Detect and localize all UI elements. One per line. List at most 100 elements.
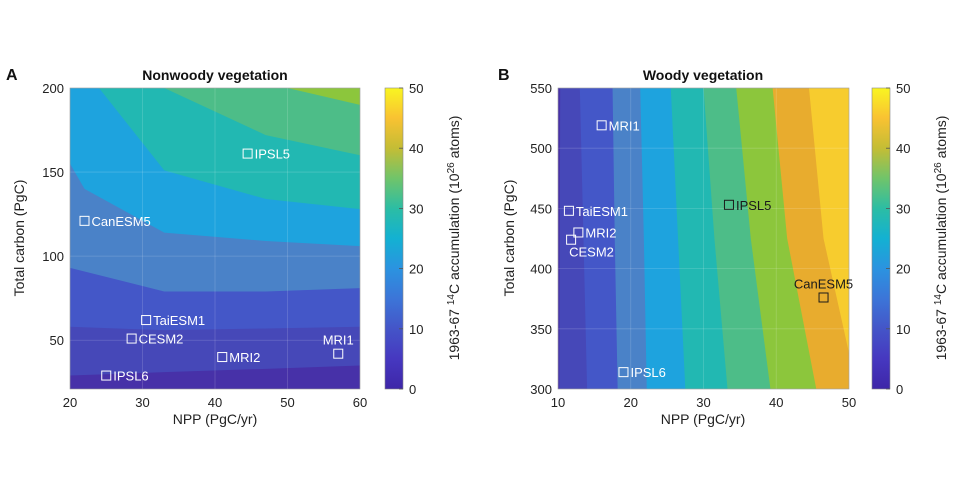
y-axis-label-a: Total carbon (PgC) <box>11 180 27 297</box>
y-tick-label: 50 <box>50 333 64 348</box>
plot-frame-b <box>557 87 850 390</box>
model-marker-ipsl5: IPSL5 <box>723 198 771 213</box>
panel-a-title: Nonwoody vegetation <box>142 67 287 83</box>
x-tick-label: 30 <box>696 395 710 410</box>
y-tick-label: 200 <box>42 81 64 96</box>
marker-label: IPSL6 <box>630 365 665 380</box>
square-marker-icon <box>242 148 253 159</box>
colorbar-tick-label: 50 <box>896 81 910 96</box>
marker-label: MRI1 <box>323 333 354 348</box>
marker-label: IPSL5 <box>736 198 771 213</box>
marker-label: CanESM5 <box>794 276 853 291</box>
model-marker-mri1: MRI1 <box>323 333 354 359</box>
square-marker-icon <box>563 205 574 216</box>
x-axis-label-b: NPP (PgC/yr) <box>661 411 746 427</box>
square-marker-icon <box>566 234 577 245</box>
marker-label: MRI2 <box>229 350 260 365</box>
marker-label: MRI1 <box>609 118 640 133</box>
x-tick-label: 50 <box>842 395 856 410</box>
contour-band <box>287 88 360 105</box>
markers-b: MRI1 TaiESM1 IPSL5 MRI2 CESM2 CanESM5 IPSL6 <box>563 118 853 380</box>
grid-b <box>558 88 849 389</box>
colorbar-tick-label: 50 <box>409 81 423 96</box>
x-tick-label: 60 <box>353 395 367 410</box>
model-marker-canesm5: CanESM5 <box>79 214 151 229</box>
marker-label: IPSL6 <box>113 369 148 384</box>
colorbar-tick-label: 0 <box>409 382 416 397</box>
colorbar-tick-label: 30 <box>409 201 423 216</box>
colorbar-tick-label: 20 <box>409 262 423 277</box>
contour-band <box>808 88 849 389</box>
colorbar-ticks-b: 0 10 20 30 40 50 <box>886 81 910 397</box>
model-marker-taiesm1: TaiESM1 <box>563 204 628 219</box>
marker-label: CESM2 <box>139 332 184 347</box>
y-axis-label-b: Total carbon (PgC) <box>501 180 517 297</box>
marker-label: MRI2 <box>585 225 616 240</box>
colorbar-label-b: 1963-67 14C accumulation (1026 atoms) <box>933 116 950 361</box>
colorbar-a <box>384 87 404 390</box>
square-marker-icon <box>723 199 734 210</box>
x-tick-label: 20 <box>63 395 77 410</box>
colorbar-tick-label: 40 <box>896 141 910 156</box>
y-tick-label: 150 <box>42 165 64 180</box>
marker-label: TaiESM1 <box>576 204 628 219</box>
square-marker-icon <box>618 367 629 378</box>
colorbar-tick-label: 10 <box>409 322 423 337</box>
model-marker-taiesm1: TaiESM1 <box>141 313 205 328</box>
colorbar-label-a: 1963-67 14C accumulation (1026 atoms) <box>446 116 463 361</box>
square-marker-icon <box>333 348 344 359</box>
model-marker-mri2: MRI2 <box>217 350 260 365</box>
y-ticks-b: 300 350 400 450 500 550 <box>530 81 552 397</box>
model-marker-mri1: MRI1 <box>596 118 640 133</box>
x-tick-label: 30 <box>135 395 149 410</box>
panel-letter-b: B <box>498 67 510 84</box>
square-marker-icon <box>126 333 137 344</box>
y-tick-label: 300 <box>530 382 552 397</box>
square-marker-icon <box>818 292 829 303</box>
model-marker-ipsl5: IPSL5 <box>242 147 290 162</box>
colorbar-tick-label: 40 <box>409 141 423 156</box>
colorbar-tick-label: 30 <box>896 201 910 216</box>
markers-a: IPSL5 CanESM5 TaiESM1 CESM2 MRI1 MRI2 IPSL6 <box>79 147 354 384</box>
contour-band <box>164 88 360 156</box>
square-marker-icon <box>141 315 152 326</box>
x-tick-label: 50 <box>280 395 294 410</box>
model-marker-canesm5: CanESM5 <box>794 276 853 303</box>
y-tick-label: 400 <box>530 262 552 277</box>
y-tick-label: 350 <box>530 322 552 337</box>
y-tick-label: 450 <box>530 201 552 216</box>
model-marker-cesm2: CESM2 <box>566 234 614 260</box>
colorbar-tick-label: 10 <box>896 322 910 337</box>
model-marker-ipsl6: IPSL6 <box>618 365 666 380</box>
colorbar-tick-label: 0 <box>896 382 903 397</box>
x-tick-label: 40 <box>769 395 783 410</box>
marker-label: CanESM5 <box>92 214 151 229</box>
square-marker-icon <box>573 227 584 238</box>
y-tick-label: 500 <box>530 141 552 156</box>
y-ticks-a: 50 100 150 200 <box>42 81 64 348</box>
square-marker-icon <box>596 120 607 131</box>
x-ticks-b: 10 20 30 40 50 <box>551 395 856 410</box>
grid-a <box>70 88 360 389</box>
square-marker-icon <box>217 352 228 363</box>
square-marker-icon <box>101 370 112 381</box>
contour-fill-b <box>558 88 849 389</box>
square-marker-icon <box>79 215 90 226</box>
model-marker-ipsl6: IPSL6 <box>101 369 149 384</box>
x-tick-label: 20 <box>624 395 638 410</box>
panel-b: B Woody vegetation 10 20 30 40 50 3003504004… <box>498 67 949 427</box>
colorbar-tick-label: 20 <box>896 262 910 277</box>
colorbar-ticks-a: 0 10 20 30 40 50 <box>399 81 423 397</box>
x-ticks-a: 20 30 40 50 60 <box>63 395 367 410</box>
colorbar-b <box>871 87 891 390</box>
x-tick-label: 10 <box>551 395 565 410</box>
y-tick-label: 100 <box>42 249 64 264</box>
contour-fill-a <box>70 88 360 389</box>
marker-label: CESM2 <box>569 245 614 260</box>
plot-frame-a <box>69 87 361 390</box>
panel-letter-a: A <box>6 67 18 84</box>
model-marker-cesm2: CESM2 <box>126 332 184 347</box>
y-tick-label: 550 <box>530 81 552 96</box>
marker-label: IPSL5 <box>255 147 290 162</box>
